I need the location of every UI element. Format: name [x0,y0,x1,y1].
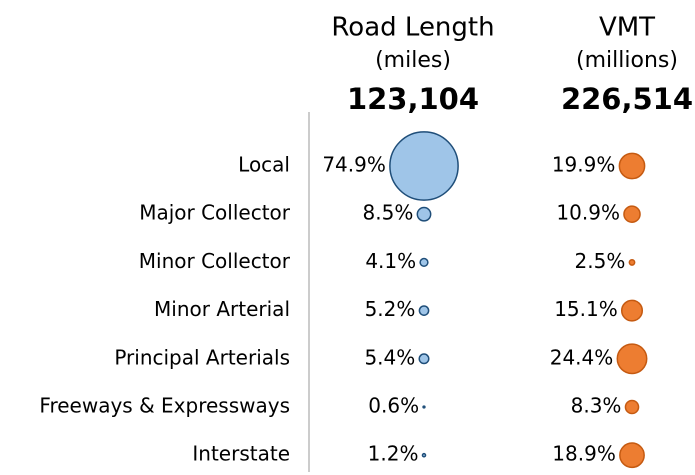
bubble [624,399,640,415]
bubble [618,152,646,180]
bubble [421,452,427,458]
column-title: Road Length [331,13,494,43]
value-label: 19.9% [552,153,616,177]
bubble [422,405,426,409]
bubble [416,206,432,222]
row-label: Major Collector [139,201,291,225]
row-label: Principal Arterials [114,345,290,369]
column-unit: (miles) [375,48,451,73]
row-label: Minor Collector [139,249,291,273]
value-label: 2.5% [575,249,626,273]
column-total: 226,514 [561,82,693,116]
bubble [418,353,430,365]
value-label: 1.2% [368,442,419,466]
value-label: 8.3% [571,394,622,418]
bubble [628,258,636,266]
value-label: 0.6% [368,394,419,418]
value-label: 5.2% [365,297,416,321]
value-label: 4.1% [365,249,416,273]
column-title: VMT [599,13,655,43]
bubble [389,131,459,201]
bubble [419,257,429,268]
value-label: 8.5% [363,201,414,225]
bubble [616,343,648,375]
value-label: 18.9% [552,442,616,466]
bubble [418,305,430,316]
row-label: Local [238,153,290,177]
row-label: Minor Arterial [154,297,290,321]
column-total: 123,104 [347,82,479,116]
bubble [623,205,641,223]
value-label: 24.4% [550,345,614,369]
bubble [619,442,645,469]
row-label: Freeways & Expressways [39,394,290,418]
column-unit: (millions) [576,48,678,73]
value-label: 74.9% [322,153,386,177]
bubble [620,299,644,322]
value-label: 10.9% [556,201,620,225]
value-label: 5.4% [364,345,415,369]
row-label: Interstate [192,442,290,466]
value-label: 15.1% [554,297,618,321]
